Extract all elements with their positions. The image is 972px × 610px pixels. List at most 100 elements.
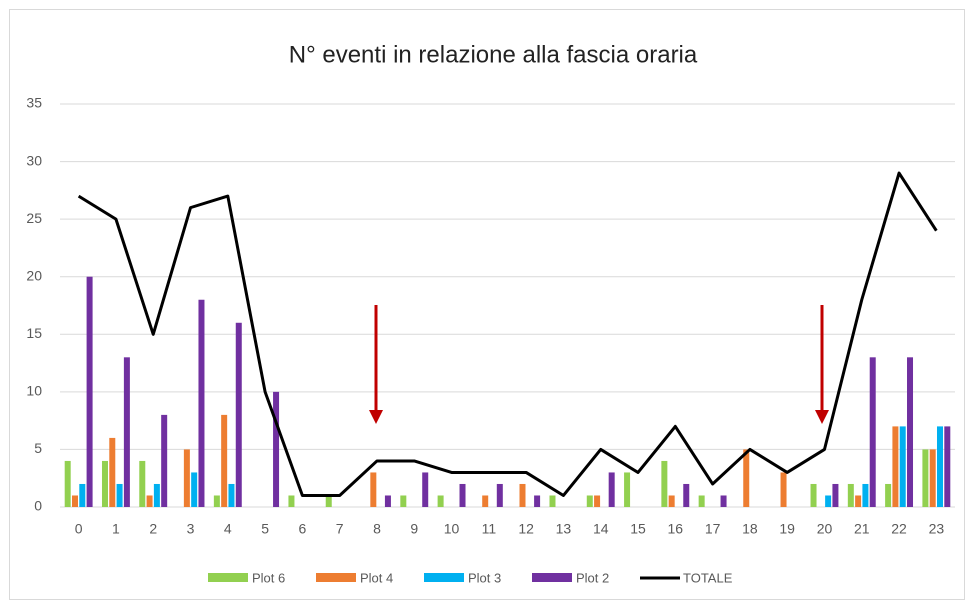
bar xyxy=(116,483,123,507)
x-tick-label: 22 xyxy=(891,521,907,537)
legend-label: Plot 2 xyxy=(576,570,609,585)
bar xyxy=(161,414,168,507)
bar xyxy=(698,495,705,507)
x-tick-label: 1 xyxy=(112,521,120,537)
bar xyxy=(743,449,750,507)
x-tick-label: 9 xyxy=(410,521,418,537)
bar xyxy=(496,483,503,507)
bar xyxy=(668,495,675,507)
y-tick-label: 30 xyxy=(26,152,42,168)
x-tick-label: 3 xyxy=(187,521,195,537)
y-tick-label: 15 xyxy=(26,325,42,341)
chart-title: N° eventi in relazione alla fascia orari… xyxy=(289,41,698,68)
bar xyxy=(183,449,190,507)
x-tick-label: 8 xyxy=(373,521,381,537)
x-tick-label: 23 xyxy=(929,521,945,537)
bar xyxy=(400,495,407,507)
bar xyxy=(459,483,466,507)
legend-swatch xyxy=(424,573,464,582)
bar xyxy=(139,460,146,507)
chart-frame xyxy=(9,9,965,600)
bar xyxy=(213,495,220,507)
bar xyxy=(608,472,615,507)
y-tick-label: 35 xyxy=(26,95,42,111)
x-tick-label: 2 xyxy=(149,521,157,537)
legend-label: TOTALE xyxy=(683,570,733,585)
x-tick-label: 13 xyxy=(556,521,572,537)
bar xyxy=(109,437,116,507)
x-tick-label: 7 xyxy=(336,521,344,537)
annotation-arrows xyxy=(369,305,829,424)
bar xyxy=(624,472,631,507)
x-tick-label: 20 xyxy=(817,521,833,537)
bar xyxy=(437,495,444,507)
y-tick-label: 10 xyxy=(26,383,42,399)
bar xyxy=(825,495,832,507)
bar xyxy=(683,483,690,507)
legend: Plot 6 Plot 4 Plot 3 Plot 2 TOTALE xyxy=(208,570,733,585)
y-tick-label: 5 xyxy=(34,440,42,456)
bar xyxy=(899,426,906,507)
bar xyxy=(594,495,601,507)
x-tick-label: 19 xyxy=(779,521,795,537)
x-tick-label: 12 xyxy=(518,521,534,537)
bar xyxy=(86,276,93,507)
bar xyxy=(549,495,556,507)
legend-swatch xyxy=(532,573,572,582)
bar xyxy=(123,357,130,507)
bar xyxy=(519,483,526,507)
bar xyxy=(780,472,787,507)
legend-label: Plot 4 xyxy=(360,570,393,585)
x-tick-label: 18 xyxy=(742,521,758,537)
bar xyxy=(922,449,929,507)
bar xyxy=(228,483,235,507)
x-tick-label: 5 xyxy=(261,521,269,537)
bar xyxy=(482,495,489,507)
y-tick-label: 20 xyxy=(26,267,42,283)
y-tick-label: 25 xyxy=(26,210,42,226)
y-tick-label: 0 xyxy=(34,498,42,514)
bar xyxy=(101,460,108,507)
bar xyxy=(198,299,205,507)
x-tick-label: 14 xyxy=(593,521,609,537)
arrow-head xyxy=(815,410,829,424)
bar xyxy=(929,449,936,507)
bar xyxy=(661,460,668,507)
x-tick-label: 15 xyxy=(630,521,646,537)
line-series xyxy=(77,171,938,497)
bar xyxy=(937,426,944,507)
bar xyxy=(885,483,892,507)
bar xyxy=(534,495,541,507)
bar xyxy=(288,495,295,507)
bar xyxy=(221,414,228,507)
arrow-head xyxy=(369,410,383,424)
bar xyxy=(384,495,391,507)
bar xyxy=(191,472,198,507)
x-tick-label: 21 xyxy=(854,521,870,537)
bar xyxy=(325,495,332,507)
x-tick-label: 4 xyxy=(224,521,232,537)
bar xyxy=(810,483,817,507)
bar xyxy=(847,483,854,507)
bar xyxy=(586,495,593,507)
bar xyxy=(273,391,280,507)
legend-swatch xyxy=(208,573,248,582)
bar xyxy=(832,483,839,507)
legend-swatch xyxy=(316,573,356,582)
x-tick-label: 16 xyxy=(668,521,684,537)
x-tick-label: 11 xyxy=(482,521,497,537)
bar xyxy=(862,483,869,507)
bar xyxy=(235,322,242,507)
bar xyxy=(944,426,951,507)
legend-label: Plot 3 xyxy=(468,570,501,585)
bar xyxy=(146,495,153,507)
x-tick-label: 6 xyxy=(298,521,306,537)
bar xyxy=(892,426,899,507)
bar xyxy=(422,472,429,507)
bar xyxy=(79,483,86,507)
bar xyxy=(907,357,914,507)
bar xyxy=(869,357,876,507)
bar xyxy=(71,495,78,507)
bar xyxy=(855,495,862,507)
